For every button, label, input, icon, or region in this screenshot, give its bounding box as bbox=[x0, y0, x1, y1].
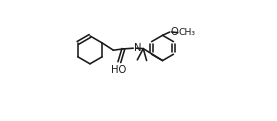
Text: O: O bbox=[170, 27, 178, 37]
Text: HO: HO bbox=[111, 65, 126, 76]
Text: N: N bbox=[134, 43, 142, 53]
Text: CH₃: CH₃ bbox=[178, 28, 195, 37]
